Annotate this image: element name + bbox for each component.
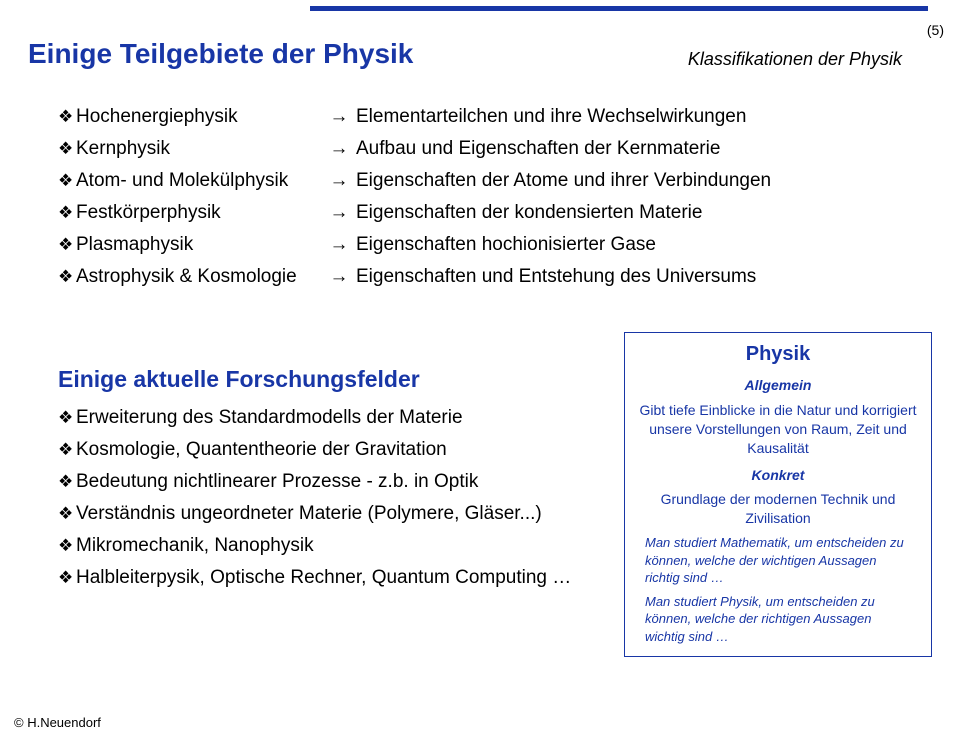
field-name: Atom- und Molekülphysik (76, 170, 322, 192)
field-row: ❖Hochenergiephysik→Elementarteilchen und… (58, 106, 932, 128)
bullet-icon: ❖ (58, 139, 76, 159)
bullet-icon: ❖ (58, 568, 76, 588)
field-desc: Eigenschaften der kondensierten Materie (356, 202, 702, 224)
bullet-icon: ❖ (58, 504, 76, 524)
field-desc: Eigenschaften hochionisierter Gase (356, 234, 656, 256)
research-item: ❖Mikromechanik, Nanophysik (58, 535, 606, 557)
box-title: Physik (635, 341, 921, 368)
research-list: ❖Erweiterung des Standardmodells der Mat… (58, 407, 606, 589)
field-row: ❖Atom- und Molekülphysik→Eigenschaften d… (58, 170, 932, 192)
field-name: Astrophysik & Kosmologie (76, 266, 322, 288)
field-row: ❖Kernphysik→Aufbau und Eigenschaften der… (58, 138, 932, 160)
research-item: ❖Kosmologie, Quantentheorie der Gravitat… (58, 439, 606, 461)
footer: © H.Neuendorf (14, 715, 101, 730)
field-row: ❖Plasmaphysik→ Eigenschaften hochionisie… (58, 234, 932, 256)
header: Einige Teilgebiete der Physik Klassifika… (28, 38, 932, 70)
research-text: Kosmologie, Quantentheorie der Gravitati… (76, 439, 447, 461)
field-row: ❖Astrophysik & Kosmologie→Eigenschaften … (58, 266, 932, 288)
bullet-icon: ❖ (58, 408, 76, 428)
physik-box: Physik Allgemein Gibt tiefe Einblicke in… (624, 332, 932, 657)
fields-list: ❖Hochenergiephysik→Elementarteilchen und… (58, 106, 932, 288)
research-text: Verständnis ungeordneter Materie (Polyme… (76, 503, 542, 525)
field-desc: Eigenschaften und Entstehung des Univers… (356, 266, 756, 288)
field-desc: Aufbau und Eigenschaften der Kernmaterie (356, 138, 720, 160)
box-body-konkret: Grundlage der modernen Technik und Zivil… (635, 490, 921, 528)
box-note-math: Man studiert Mathematik, um entscheiden … (645, 534, 911, 587)
bullet-icon: ❖ (58, 203, 76, 223)
bullet-icon: ❖ (58, 267, 76, 287)
page-number: (5) (927, 22, 944, 38)
arrow-icon: → (322, 170, 356, 192)
field-desc: Elementarteilchen und ihre Wechselwirkun… (356, 106, 746, 128)
research-item: ❖Erweiterung des Standardmodells der Mat… (58, 407, 606, 429)
arrow-icon: → (322, 106, 356, 128)
research-item: ❖Halbleiterpysik, Optische Rechner, Quan… (58, 567, 606, 589)
bullet-icon: ❖ (58, 235, 76, 255)
field-name: Hochenergiephysik (76, 106, 322, 128)
arrow-icon: → (322, 138, 356, 160)
arrow-icon: → (322, 202, 356, 224)
research-text: Bedeutung nichtlinearer Prozesse - z.b. … (76, 471, 478, 493)
research-item: ❖Bedeutung nichtlinearer Prozesse - z.b.… (58, 471, 606, 493)
field-name: Festkörperphysik (76, 202, 322, 224)
research-text: Halbleiterpysik, Optische Rechner, Quant… (76, 567, 571, 589)
field-name: Kernphysik (76, 138, 322, 160)
bullet-icon: ❖ (58, 107, 76, 127)
research-text: Erweiterung des Standardmodells der Mate… (76, 407, 463, 429)
field-row: ❖Festkörperphysik→Eigenschaften der kond… (58, 202, 932, 224)
bullet-icon: ❖ (58, 536, 76, 556)
top-rule (310, 6, 928, 11)
box-note-physik: Man studiert Physik, um entscheiden zu k… (645, 593, 911, 646)
research-item: ❖Verständnis ungeordneter Materie (Polym… (58, 503, 606, 525)
box-body-allgemein: Gibt tiefe Einblicke in die Natur und ko… (635, 401, 921, 458)
bullet-icon: ❖ (58, 440, 76, 460)
page-title: Einige Teilgebiete der Physik (28, 38, 413, 70)
research-text: Mikromechanik, Nanophysik (76, 535, 314, 557)
bullet-icon: ❖ (58, 472, 76, 492)
arrow-icon: → (322, 234, 356, 256)
bullet-icon: ❖ (58, 171, 76, 191)
field-desc: Eigenschaften der Atome und ihrer Verbin… (356, 170, 771, 192)
box-subheading-konkret: Konkret (635, 466, 921, 485)
research-title: Einige aktuelle Forschungsfelder (58, 366, 606, 393)
field-name: Plasmaphysik (76, 234, 322, 256)
arrow-icon: → (322, 266, 356, 288)
box-subheading-allgemein: Allgemein (635, 376, 921, 395)
page-subtitle: Klassifikationen der Physik (688, 49, 902, 70)
